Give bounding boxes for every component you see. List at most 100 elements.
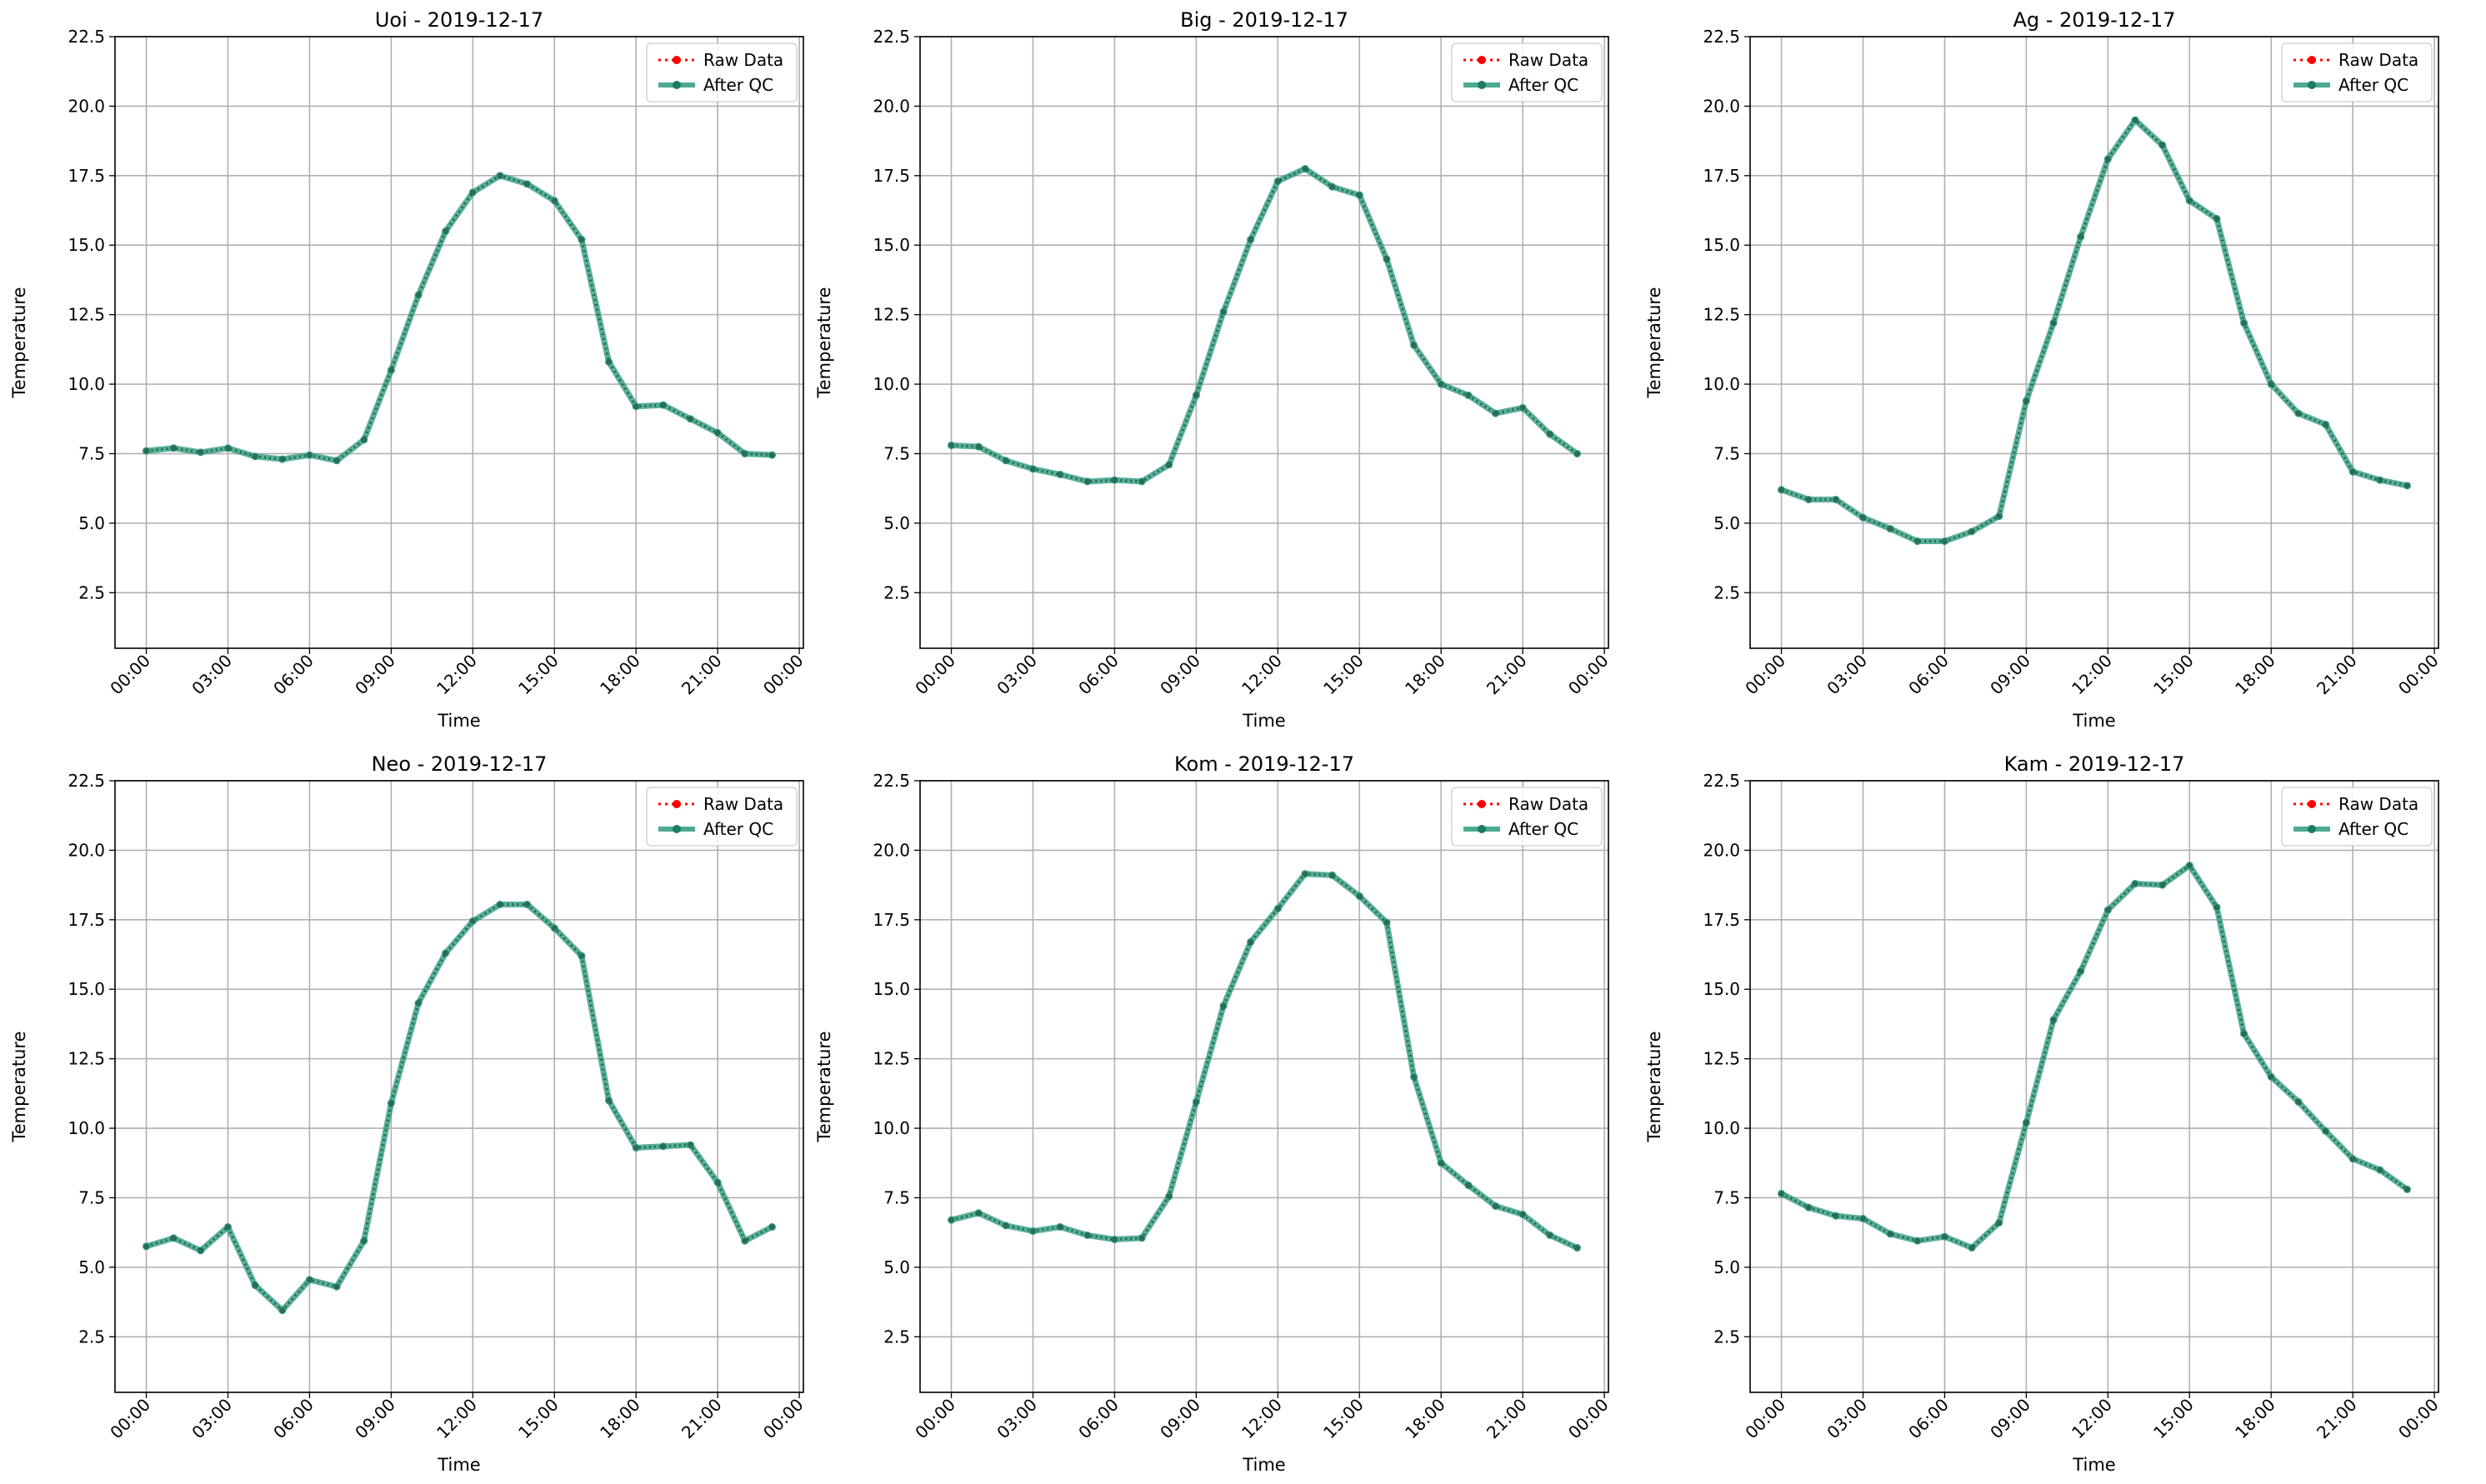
- y-tick-label: 5.0: [883, 1257, 910, 1277]
- subplot-5: 2.5 5.0 7.5 10.0 12.5 15.0 17.5 20.0 22.5 00:00 03…: [814, 752, 1613, 1475]
- raw-data-point: [1248, 939, 1253, 945]
- raw-data-point: [552, 925, 558, 932]
- y-tick-label: 7.5: [883, 1187, 910, 1207]
- axes-frame: [919, 780, 1609, 1393]
- raw-data-point: [1302, 871, 1308, 877]
- y-tick-label: 22.5: [1703, 27, 1740, 47]
- raw-data-point: [1357, 893, 1363, 899]
- axes-frame: [1749, 36, 2439, 649]
- raw-data-point: [415, 1000, 422, 1007]
- x-tick-label: 00:00: [106, 1395, 154, 1443]
- raw-data-point: [606, 359, 612, 365]
- x-tick-label: 15:00: [2149, 651, 2198, 699]
- raw-data-point: [1887, 526, 1893, 532]
- raw-data-point: [1057, 472, 1063, 477]
- y-tick-label: 22.5: [68, 27, 105, 47]
- plot-area: [115, 781, 803, 1392]
- x-tick-label: 09:00: [1156, 1395, 1204, 1443]
- raw-data-point: [742, 1237, 748, 1244]
- x-tick-label: 18:00: [596, 1395, 644, 1443]
- legend-after-qc-marker: [673, 825, 681, 833]
- y-tick-label: 20.0: [68, 96, 105, 116]
- y-tick-label: 15.0: [1703, 235, 1740, 255]
- raw-data-point: [714, 430, 721, 436]
- x-tick-label: 06:00: [1074, 1395, 1123, 1443]
- raw-data-point: [2213, 904, 2220, 911]
- y-tick-label: 15.0: [68, 235, 105, 255]
- x-tick-label: 21:00: [1483, 651, 1531, 699]
- chart-title: Ag - 2019-12-17: [2013, 8, 2175, 32]
- raw-data-point: [2349, 1156, 2356, 1162]
- x-tick-label: 21:00: [1483, 1395, 1531, 1443]
- raw-data-point: [1914, 538, 1920, 544]
- raw-data-point: [333, 1284, 340, 1290]
- x-axis-label: Time: [2072, 1455, 2115, 1475]
- legend-raw-data-label: Raw Data: [2338, 794, 2418, 814]
- y-axis-label: Temperature: [9, 287, 29, 398]
- raw-data-point: [948, 1217, 954, 1223]
- series-after-qc-line: [1778, 117, 2410, 545]
- raw-data-point: [2023, 397, 2029, 404]
- y-tick-label: 2.5: [78, 1327, 105, 1347]
- y-tick-label: 12.5: [68, 305, 105, 325]
- raw-data-point: [1833, 497, 1839, 502]
- x-tick-label: 00:00: [1564, 651, 1613, 699]
- raw-data-point: [1519, 1212, 1526, 1217]
- axes-frame: [114, 36, 804, 649]
- x-tick-label: 06:00: [1074, 651, 1123, 699]
- raw-data-point: [2295, 1099, 2302, 1105]
- raw-data-point: [1860, 514, 1866, 521]
- x-tick-label: 18:00: [2231, 1395, 2279, 1443]
- raw-data-point: [443, 950, 448, 957]
- chart-title: Kam - 2019-12-17: [2004, 752, 2185, 776]
- raw-data-point: [225, 445, 231, 451]
- raw-data-point: [2159, 142, 2165, 148]
- raw-data-point: [1833, 1212, 1839, 1219]
- raw-data-point: [633, 1145, 639, 1151]
- subplot-1: 2.5 5.0 7.5 10.0 12.5 15.0 17.5 20.0 22.5 00:00 03…: [9, 8, 808, 731]
- legend-after-qc-marker: [1478, 81, 1486, 89]
- x-tick-label: 00:00: [1741, 1395, 1789, 1443]
- raw-data-point: [279, 1307, 285, 1313]
- raw-data-point: [1193, 392, 1199, 398]
- y-tick-label: 12.5: [873, 305, 910, 325]
- raw-data-point: [1996, 513, 2002, 519]
- x-tick-label: 15:00: [2149, 1395, 2198, 1443]
- y-tick-label: 17.5: [1703, 910, 1740, 930]
- y-tick-label: 12.5: [1703, 305, 1740, 325]
- plot-area: [1750, 37, 2438, 648]
- plot-area: [1750, 781, 2438, 1392]
- y-tick-label: 15.0: [1703, 979, 1740, 999]
- raw-data-point: [388, 1100, 394, 1107]
- y-tick-label: 17.5: [873, 166, 910, 186]
- raw-data-point: [1248, 237, 1253, 242]
- raw-data-point: [2132, 881, 2138, 887]
- x-axis-label: Time: [437, 1455, 480, 1475]
- raw-data-point: [497, 172, 503, 179]
- y-tick-label: 5.0: [883, 513, 910, 533]
- y-tick-label: 15.0: [873, 979, 910, 999]
- raw-data-point: [1166, 462, 1172, 467]
- y-tick-label: 5.0: [78, 513, 105, 533]
- legend-raw-data-marker: [2308, 56, 2316, 64]
- raw-data-point: [975, 443, 982, 450]
- legend-raw-data-label: Raw Data: [703, 794, 783, 814]
- raw-data-point: [1887, 1231, 1893, 1237]
- plot-area: [920, 37, 1608, 648]
- x-axis-label: Time: [2072, 711, 2115, 731]
- raw-data-point: [1057, 1224, 1063, 1230]
- subplot-6: 2.5 5.0 7.5 10.0 12.5 15.0 17.5 20.0 22.5 00:00 03…: [1644, 752, 2443, 1475]
- y-axis-label: Temperature: [1644, 1031, 1664, 1142]
- chart-title: Uoi - 2019-12-17: [375, 8, 543, 32]
- x-tick-label: 00:00: [106, 651, 154, 699]
- x-axis-label: Time: [1242, 1455, 1285, 1475]
- x-tick-label: 03:00: [188, 1395, 236, 1443]
- raw-data-point: [769, 1224, 775, 1230]
- raw-data-point: [415, 292, 422, 298]
- raw-data-point: [252, 1282, 258, 1288]
- legend-raw-data-marker: [2308, 800, 2316, 808]
- y-tick-label: 2.5: [1713, 582, 1740, 602]
- raw-data-point: [1329, 872, 1335, 878]
- legend-raw-data-label: Raw Data: [1508, 50, 1588, 70]
- raw-data-point: [1860, 1216, 1866, 1222]
